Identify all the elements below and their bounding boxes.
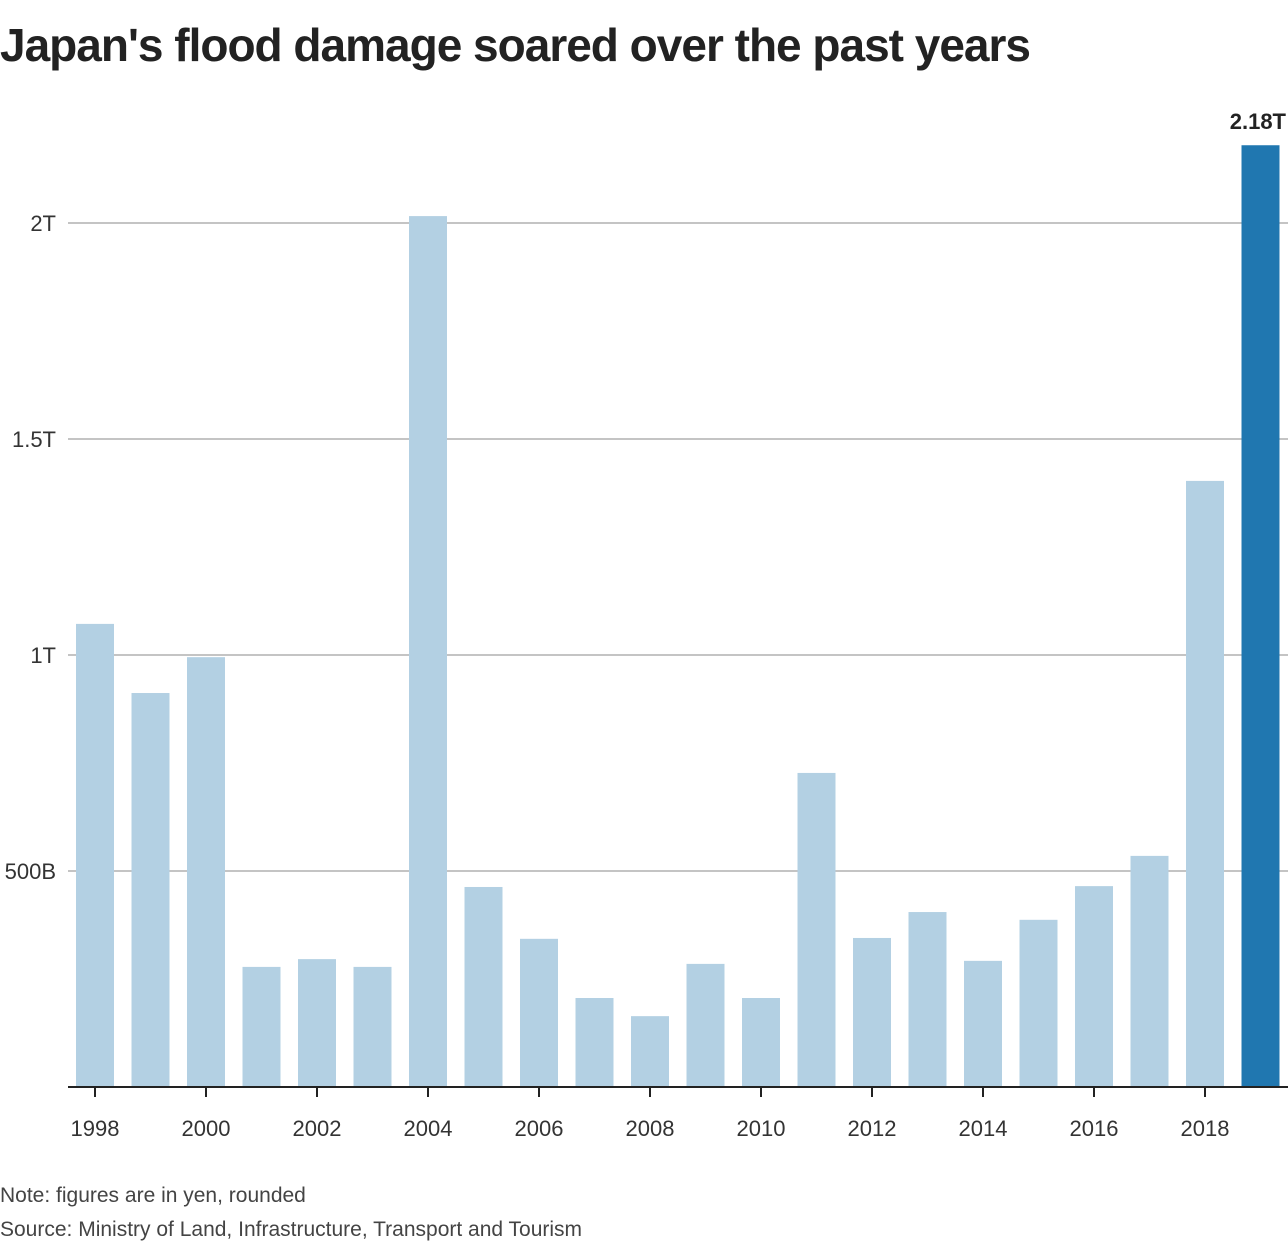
x-tick-label: 2000 — [182, 1116, 231, 1141]
bar-2018 — [1186, 480, 1224, 1087]
x-tick-label: 2016 — [1070, 1116, 1119, 1141]
bar-2007 — [575, 998, 614, 1087]
gridlines — [68, 222, 1288, 872]
bar-2008 — [631, 1016, 669, 1087]
x-tick-label: 2012 — [848, 1116, 897, 1141]
data-labels: 2.18T — [1230, 109, 1287, 134]
bar-2015 — [1019, 919, 1058, 1087]
x-tick-label: 2002 — [293, 1116, 342, 1141]
chart-source: Source: Ministry of Land, Infrastructure… — [0, 1218, 583, 1241]
bar-2012 — [853, 937, 891, 1087]
x-tick-label: 2006 — [515, 1116, 564, 1141]
bar-2006 — [520, 938, 558, 1087]
y-axis-labels: 500B 1T 1.5T 2T — [5, 211, 56, 884]
x-axis-labels: 1998 2000 2002 2004 2006 2008 2010 2012 2014 2016… — [71, 1116, 1230, 1141]
bars — [76, 145, 1280, 1088]
bar-2009 — [686, 963, 725, 1087]
y-tick-label: 500B — [5, 859, 56, 884]
bar-2002 — [298, 959, 336, 1087]
bar-2011 — [797, 772, 836, 1087]
x-tick-label: 2010 — [737, 1116, 786, 1141]
x-tick-label: 2008 — [626, 1116, 675, 1141]
bar-2019 — [1241, 145, 1280, 1088]
x-tick-label: 1998 — [71, 1116, 120, 1141]
bar-2003 — [353, 966, 392, 1087]
bar-2010 — [742, 998, 780, 1087]
x-tick-label: 2018 — [1181, 1116, 1230, 1141]
x-axis — [68, 1086, 1288, 1097]
y-tick-label: 2T — [30, 211, 56, 236]
bar-1998 — [76, 623, 114, 1087]
bar-2017 — [1130, 855, 1169, 1087]
x-tick-label: 2004 — [404, 1116, 453, 1141]
bar-2001 — [242, 966, 281, 1087]
bar-2013 — [908, 912, 947, 1087]
y-tick-label: 1T — [30, 643, 56, 668]
bar-2004 — [409, 216, 447, 1087]
bar-1999 — [131, 693, 170, 1087]
y-tick-label: 1.5T — [12, 427, 56, 452]
chart-note: Note: figures are in yen, rounded — [0, 1184, 306, 1207]
chart-title: Japan's flood damage soared over the pas… — [0, 19, 1031, 71]
bar-chart: 500B 1T 1.5T 2T 1998 2000 2002 2004 2006 2008 201… — [5, 109, 1288, 1141]
bar-2016 — [1075, 886, 1113, 1087]
bar-2014 — [964, 960, 1002, 1087]
bar-2005 — [464, 886, 503, 1087]
bar-2000 — [187, 657, 225, 1087]
x-tick-label: 2014 — [959, 1116, 1008, 1141]
data-label: 2.18T — [1230, 109, 1287, 134]
